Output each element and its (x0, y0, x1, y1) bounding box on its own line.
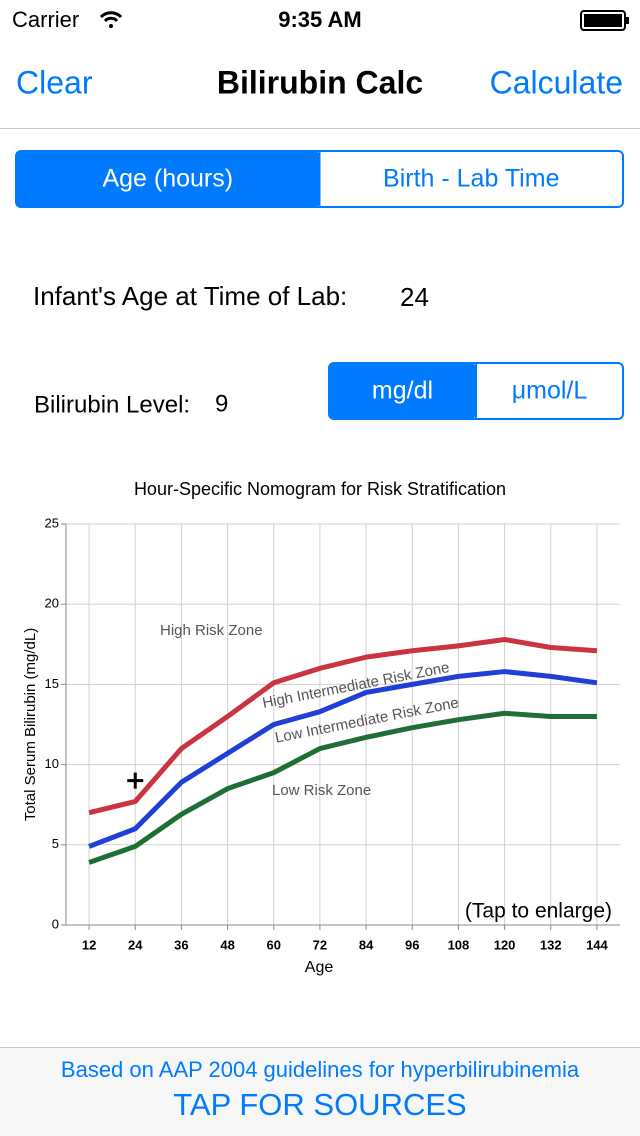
series-line (88, 710, 597, 865)
nav-title: Bilirubin Calc (217, 64, 423, 100)
wifi-icon (99, 11, 123, 28)
level-value[interactable]: 9 (215, 390, 228, 417)
x-axis-label: Age (305, 959, 334, 976)
battery-icon (580, 10, 629, 31)
y-tick-label: 25 (45, 515, 59, 530)
x-tick-label: 108 (448, 937, 470, 952)
y-tick-label: 10 (45, 756, 59, 771)
segment-option[interactable]: Age (hours) (102, 165, 233, 193)
chart-title: Hour-Specific Nomogram for Risk Stratifi… (134, 479, 506, 499)
clock: 9:35 AM (278, 7, 362, 32)
mode-segment: Age (hours) Birth - Lab Time (15, 150, 624, 208)
x-tick-label: 120 (494, 937, 516, 952)
unit-segment: mg/dl μmol/L (328, 362, 624, 420)
clear-button[interactable]: Clear (16, 64, 93, 100)
annotation: (Tap to enlarge) (465, 900, 612, 923)
x-tick-label: 36 (174, 937, 188, 952)
y-tick-label: 15 (45, 676, 59, 691)
segment-option[interactable]: mg/dl (372, 377, 433, 405)
y-tick-label: 0 (52, 916, 59, 931)
x-tick-label: 48 (220, 937, 234, 952)
footer-note: Based on AAP 2004 guidelines for hyperbi… (61, 1057, 580, 1082)
segment-option[interactable]: μmol/L (512, 377, 588, 405)
sources-link[interactable]: TAP FOR SOURCES (173, 1087, 466, 1122)
x-tick-label: 132 (540, 937, 562, 952)
y-axis-label: Total Serum Bilirubin (mg/dL) (22, 628, 39, 821)
annotation: High Risk Zone (160, 622, 263, 639)
x-tick-label: 144 (586, 937, 608, 952)
carrier: Carrier (12, 7, 79, 32)
calculate-button[interactable]: Calculate (490, 64, 623, 100)
patient-marker (127, 772, 144, 789)
annotation: Low Risk Zone (272, 782, 371, 799)
series-line (88, 636, 598, 816)
segment-selected (16, 151, 320, 207)
age-value[interactable]: 24 (400, 282, 429, 312)
x-tick-label: 60 (267, 937, 281, 952)
x-tick-label: 72 (313, 937, 327, 952)
age-label: Infant's Age at Time of Lab: (33, 281, 347, 311)
footer-bg (0, 1047, 640, 1136)
segment-option[interactable]: Birth - Lab Time (383, 165, 559, 193)
x-tick-label: 12 (82, 937, 96, 952)
y-tick-label: 5 (52, 836, 59, 851)
series-line (88, 669, 598, 849)
y-tick-label: 20 (45, 596, 59, 611)
x-tick-label: 96 (405, 937, 419, 952)
segment-selected (329, 363, 476, 419)
x-tick-label: 84 (359, 937, 374, 952)
level-label: Bilirubin Level: (34, 391, 190, 418)
x-tick-label: 24 (128, 937, 143, 952)
